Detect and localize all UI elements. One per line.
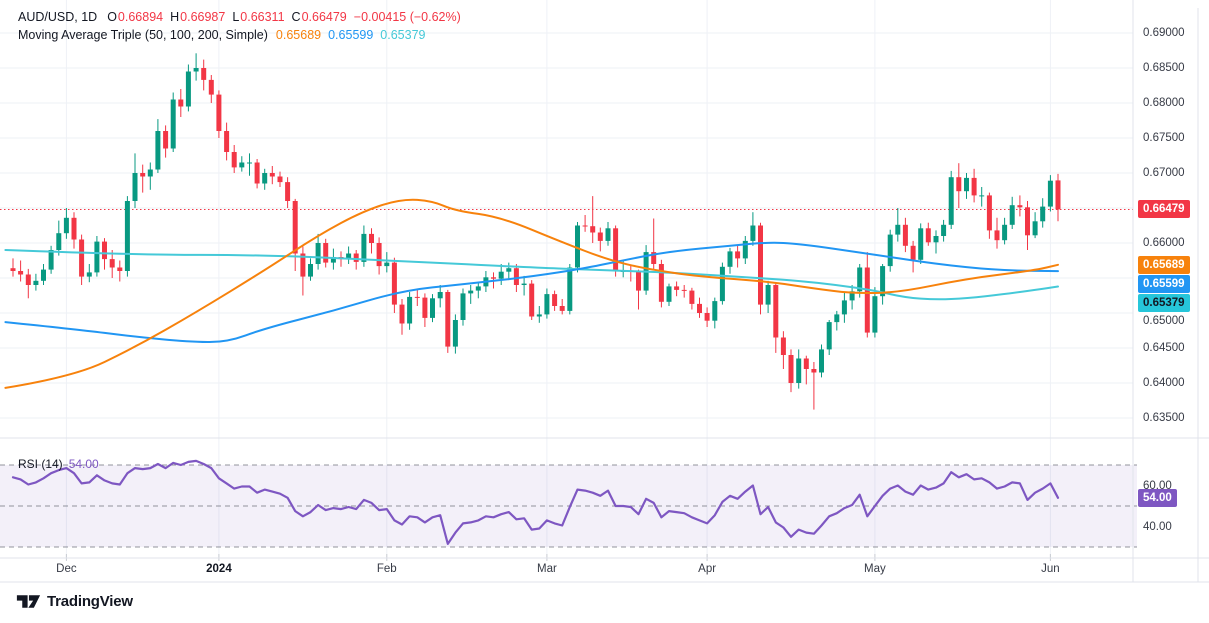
price-axis-label: 0.65000 [1143,314,1185,327]
rsi-legend-row[interactable]: RSI (14) 54.00 [18,457,99,471]
time-axis-label: 2024 [206,563,232,575]
symbol-title[interactable]: AUD/USD, 1D [18,10,98,24]
main-legend: AUD/USD, 1D O0.66894 H0.66987 L0.66311 C… [18,8,461,44]
ma50-value: 0.65689 [275,28,322,42]
ma-badge-sma100: 0.65599 [1138,274,1190,293]
last-price-badge: 0.66479 [1138,200,1190,219]
time-axis-label: Feb [376,563,397,575]
tradingview-logo-icon [16,595,41,608]
price-axis-label: 0.67500 [1143,132,1185,144]
rsi-axis-label: 60.00 [1143,479,1172,492]
rsi-axis-label: 40.00 [1143,520,1172,533]
time-axis-label: Dec [56,563,77,575]
price-axis-label: 0.67000 [1143,167,1185,179]
price-axis-label: 0.64000 [1143,377,1185,389]
ma-legend-row[interactable]: Moving Average Triple (50, 100, 200, Sim… [18,26,461,44]
rsi-value-badge: 54.00 [1138,488,1177,507]
tradingview-logo-text: TradingView [47,593,133,610]
ma200-value: 0.65379 [380,28,426,42]
tradingview-logo[interactable]: TradingView [16,593,133,610]
price-axis-label: 0.63500 [1143,412,1185,424]
symbol-legend-row[interactable]: AUD/USD, 1D O0.66894 H0.66987 L0.66311 C… [18,8,461,26]
ohlc-close: C0.66479 [291,10,347,24]
ma-badge-sma200: 0.65379 [1138,293,1190,312]
time-axis-label: Apr [698,563,717,575]
rsi-indicator-title[interactable]: RSI (14) [18,457,63,471]
price-axis-label: 0.64500 [1143,342,1185,354]
rsi-value: 54.00 [68,457,99,471]
price-axis-label: 0.66000 [1143,237,1185,249]
change-value: −0.00415 (−0.62%) [353,10,461,24]
ohlc-open: O0.66894 [107,10,164,24]
price-axis-label: 0.68500 [1143,62,1185,74]
ma100-value: 0.65599 [328,28,374,42]
time-axis-label: Jun [1041,563,1060,575]
ohlc-low: L0.66311 [232,10,285,24]
ohlc-high: H0.66987 [170,10,226,24]
ma-indicator-title[interactable]: Moving Average Triple (50, 100, 200, Sim… [18,28,268,42]
time-axis-label: May [864,563,886,575]
price-axis-label: 0.68000 [1143,97,1185,109]
time-axis-label: Mar [537,563,557,575]
price-axis-label: 0.69000 [1143,27,1185,39]
ma-badge-sma50: 0.65689 [1138,255,1190,274]
